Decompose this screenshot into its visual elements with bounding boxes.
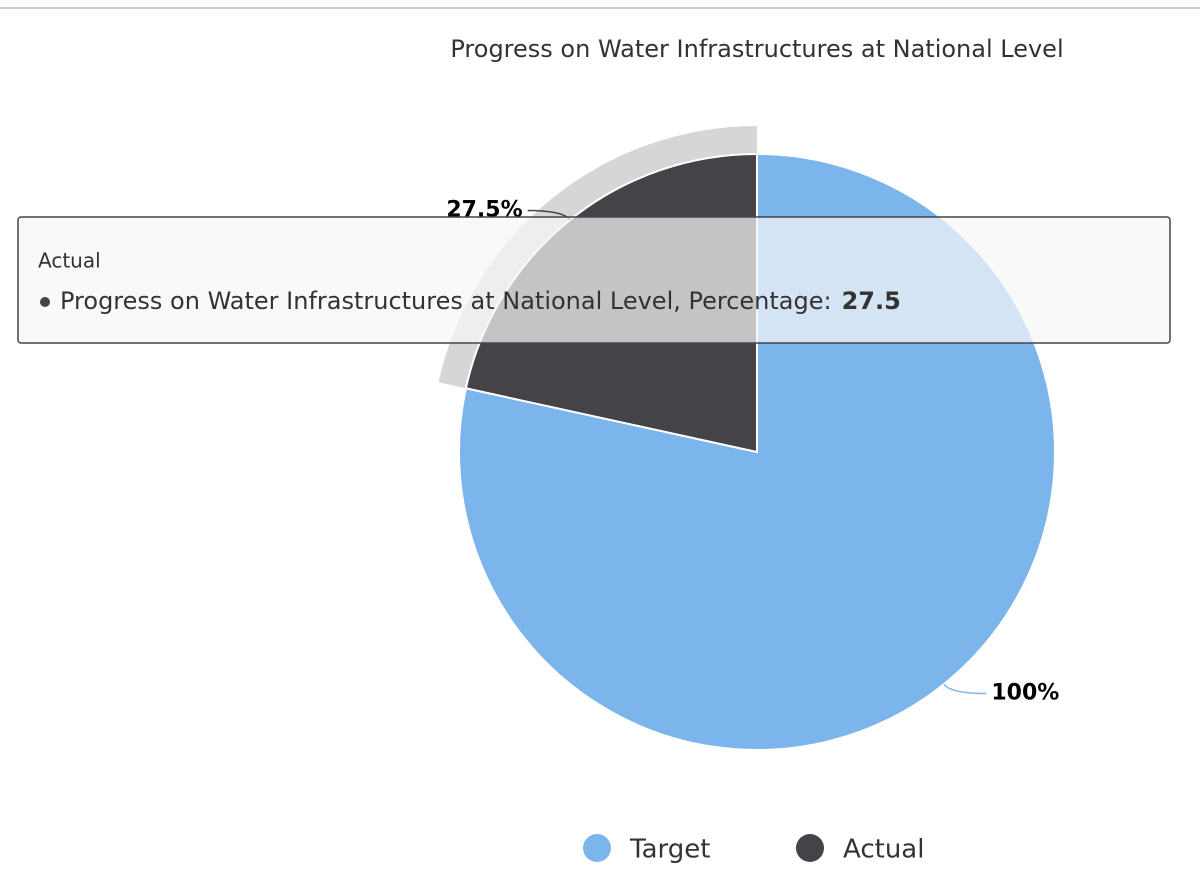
tooltip-line: Progress on Water Infrastructures at Nat…: [60, 287, 901, 315]
tooltip: Actual Progress on Water Infrastructures …: [17, 216, 1171, 344]
tooltip-value: 27.5: [842, 287, 901, 315]
tooltip-bullet: [40, 297, 50, 307]
chart-title: Progress on Water Infrastructures at Nat…: [450, 35, 1063, 63]
legend-marker: [583, 834, 611, 862]
tooltip-box: [17, 216, 1171, 344]
legend-label: Actual: [843, 835, 924, 865]
legend-marker: [796, 834, 824, 862]
tooltip-category: Actual: [38, 249, 101, 273]
tooltip-text: Progress on Water Infrastructures at Nat…: [60, 287, 832, 315]
data-label: 100%: [991, 681, 1059, 706]
legend-label: Target: [629, 835, 710, 865]
label-connector: [943, 683, 987, 695]
